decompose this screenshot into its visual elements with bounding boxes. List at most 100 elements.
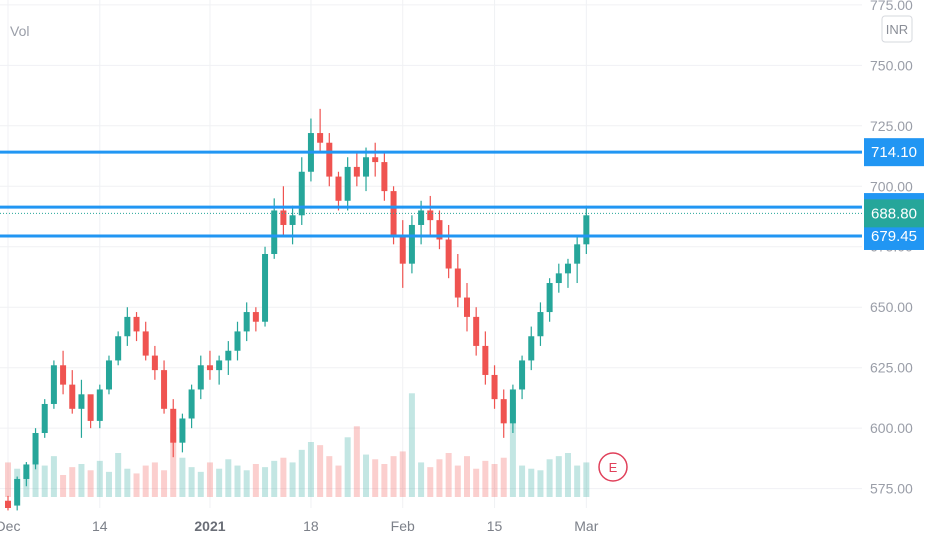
volume-bar — [216, 468, 223, 497]
candle-body — [427, 210, 434, 221]
price-tick-label: 575.00 — [870, 481, 913, 497]
volume-bar — [161, 470, 168, 497]
candle-body — [399, 234, 406, 264]
volume-bar — [317, 445, 324, 497]
candle — [133, 312, 140, 342]
candle-body — [528, 336, 535, 361]
candle-body — [344, 166, 351, 201]
volume-bar — [60, 475, 67, 497]
volume-bar — [289, 462, 296, 497]
candle — [528, 326, 535, 371]
price-tick-label: 650.00 — [870, 299, 913, 315]
candle — [262, 246, 269, 327]
volume-bar — [427, 467, 434, 497]
volume-bar — [473, 468, 480, 497]
volume-bar — [105, 471, 112, 497]
candle-body — [197, 365, 204, 390]
time-axis[interactable]: Dec 14 2021 18 Feb 15 Mar — [0, 518, 599, 534]
candle — [188, 384, 195, 429]
volume-bar — [188, 467, 195, 497]
candle — [124, 307, 131, 346]
candle-body — [280, 210, 287, 225]
candle — [482, 331, 489, 385]
volume-bar — [50, 456, 57, 497]
candle — [574, 234, 581, 284]
currency-button[interactable]: INR — [881, 15, 913, 43]
volume-bar — [574, 465, 581, 497]
volume-bars — [5, 393, 590, 497]
candle — [105, 355, 112, 395]
price-tick-label: 775.00 — [870, 0, 913, 13]
volume-bar — [372, 459, 379, 497]
volume-bar — [124, 468, 131, 497]
candle-body — [546, 283, 553, 313]
candle-body — [50, 365, 57, 404]
last-price-tag-bg — [864, 199, 924, 228]
candle-body — [445, 239, 452, 269]
candle-body — [317, 133, 324, 143]
line-price-tag: 714.10 — [864, 138, 924, 167]
candle-body — [298, 171, 305, 216]
earnings-marker[interactable]: E — [598, 452, 628, 482]
volume-bar — [464, 456, 470, 497]
candle — [23, 462, 30, 487]
volume-bar — [69, 467, 76, 497]
price-tick-label: 750.00 — [870, 57, 913, 73]
time-tick-label: 2021 — [194, 518, 225, 534]
candle-body — [473, 316, 480, 346]
candle-body — [225, 350, 232, 361]
volume-bar — [454, 465, 461, 497]
candle-body — [206, 365, 213, 371]
candle — [353, 152, 360, 187]
candle — [216, 355, 223, 385]
candle-body — [418, 210, 425, 225]
candle — [473, 307, 480, 356]
candle — [564, 258, 571, 288]
volume-bar — [197, 471, 204, 497]
candle — [41, 399, 48, 438]
candle-body — [500, 399, 507, 424]
volume-bar — [32, 459, 39, 497]
volume-bar — [491, 464, 498, 497]
line-price-tag-bg — [864, 138, 924, 167]
candle — [464, 283, 470, 332]
candle-body — [326, 142, 333, 177]
candle — [206, 350, 213, 380]
volume-bar — [363, 454, 370, 497]
candle-body — [69, 384, 76, 409]
candle-body — [372, 157, 379, 163]
volume-bar — [243, 470, 250, 497]
price-tick-label: 725.00 — [870, 118, 913, 134]
candle — [307, 118, 314, 182]
candlestick-series — [5, 108, 590, 511]
candle-body — [574, 244, 581, 264]
candle-body — [335, 176, 342, 201]
candle-body — [124, 316, 131, 337]
candle-body — [115, 336, 122, 361]
volume-bar — [5, 462, 11, 497]
volume-bar — [528, 468, 535, 497]
horizontal-lines[interactable] — [0, 150, 862, 238]
line-price-tag-label: 679.45 — [871, 228, 917, 245]
candle-body — [234, 331, 241, 351]
candle-body — [583, 215, 590, 245]
earnings-label: E — [609, 460, 618, 475]
candle — [69, 370, 76, 414]
candle — [5, 495, 11, 511]
price-axis[interactable]: 775.00750.00725.00700.00675.00650.00625.… — [870, 0, 913, 497]
volume-bar — [115, 453, 122, 497]
candle — [500, 389, 507, 438]
line-price-tag: 679.45 — [864, 221, 924, 250]
candle — [546, 278, 553, 322]
candle — [60, 350, 67, 395]
volume-bar — [298, 449, 305, 497]
candle-body — [537, 312, 544, 337]
candle-body — [216, 360, 223, 371]
volume-bar — [206, 462, 213, 497]
candle-body — [363, 157, 370, 177]
candle — [381, 152, 388, 201]
candle-body — [161, 370, 168, 409]
candle — [509, 384, 516, 434]
